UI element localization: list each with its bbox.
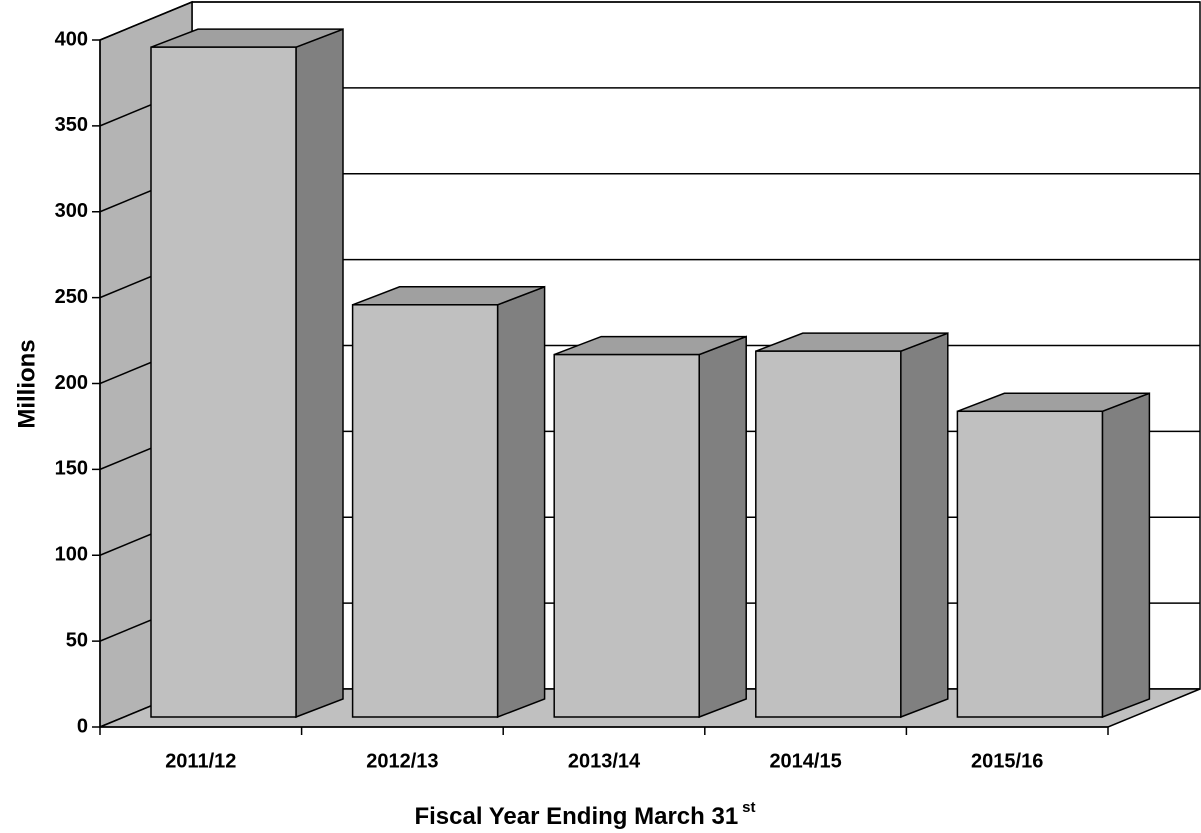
y-axis-label: Millions: [13, 339, 40, 428]
bar-side: [698, 335, 747, 719]
x-tick-label: 2012/13: [366, 750, 438, 772]
y-tick-label: 50: [66, 629, 88, 651]
x-axis-label-text: Fiscal Year Ending March 31: [414, 803, 738, 830]
bar-side: [295, 28, 344, 719]
x-axis-label-sup: st: [742, 799, 755, 816]
bar: [351, 304, 499, 718]
grid-line: [99, 1, 193, 41]
bar: [553, 353, 700, 718]
y-tick-label: 0: [77, 715, 88, 737]
bar-side: [900, 332, 949, 719]
y-tick-label: 400: [55, 28, 88, 50]
y-tick-label: 150: [55, 458, 88, 480]
bar: [150, 46, 297, 718]
bar-side: [1101, 392, 1151, 719]
x-tick-label: 2013/14: [568, 750, 641, 772]
bar-side: [496, 285, 546, 719]
y-tick-label: 300: [55, 200, 88, 222]
y-tick-label: 350: [55, 114, 88, 136]
x-tick-label: 2011/12: [165, 750, 236, 772]
bar: [956, 410, 1104, 718]
bar: [755, 350, 902, 718]
x-tick-label: 2015/16: [971, 750, 1043, 772]
x-tick-label: 2014/15: [769, 750, 841, 772]
y-tick-label: 100: [55, 544, 88, 566]
y-tick-label: 200: [55, 372, 88, 394]
y-tick-label: 250: [55, 286, 88, 308]
